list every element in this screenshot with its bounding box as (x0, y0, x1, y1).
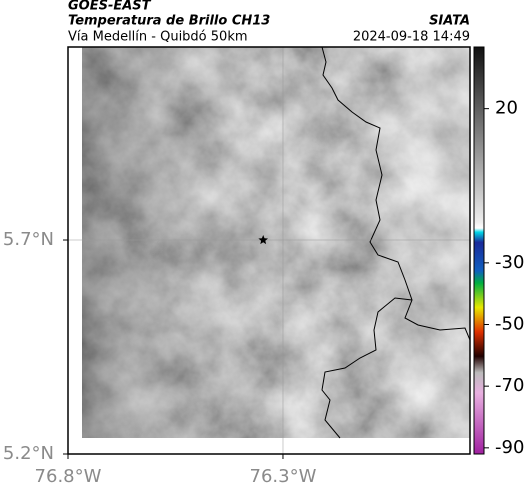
map (82, 47, 470, 439)
border (321, 297, 413, 439)
colorbar-label: -30 (495, 252, 524, 273)
x-tick-label: 76.3°W (250, 466, 317, 487)
map-frame (67, 46, 471, 455)
colorbar-label: 20 (495, 98, 518, 119)
source: SIATA (429, 14, 470, 29)
colorbar (473, 46, 485, 455)
x-tick-label: 76.8°W (35, 466, 102, 487)
y-tick-label: 5.2°N (3, 443, 54, 464)
colorbar-label: -70 (495, 375, 524, 396)
border (321, 47, 470, 341)
image-shading (82, 47, 470, 438)
location-marker (258, 235, 268, 245)
timestamp: 2024-09-18 14:49 (353, 30, 470, 45)
y-tick-label: 5.7°N (3, 229, 54, 250)
colorbar-label: -90 (495, 437, 524, 458)
region: Vía Medellín - Quibdó 50km (68, 30, 248, 45)
colorbar-label: -50 (495, 314, 524, 335)
product: Temperatura de Brillo CH13 (68, 14, 270, 29)
satellite: GOES-EAST (68, 0, 152, 14)
